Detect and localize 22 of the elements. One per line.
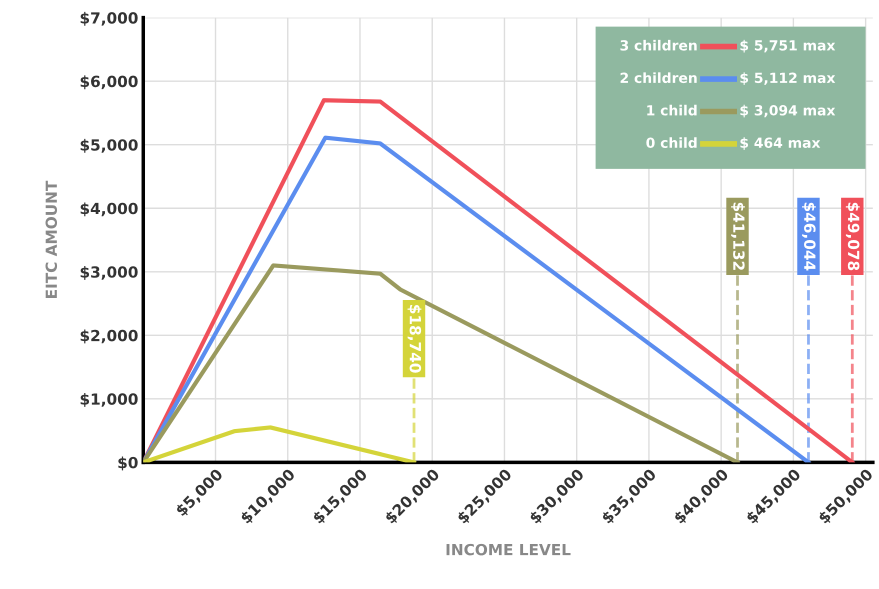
ref-line-label: $46,044 [802, 202, 816, 270]
legend-label: 2 children [620, 72, 697, 84]
annotation: $ 464 max [740, 137, 820, 150]
y-tick-label: $2,000 [80, 330, 138, 344]
ref-line-label: $49,078 [846, 202, 860, 270]
y-tick-label: $0 [118, 456, 138, 470]
legend-label: 3 children [620, 40, 697, 51]
ref-line-label: $18,740 [408, 305, 422, 373]
legend-label: 0 child [646, 137, 697, 148]
annotation: $ 5,112 max [740, 72, 836, 85]
y-tick-label: $7,000 [80, 12, 138, 26]
annotation: $ 5,751 max [740, 40, 836, 52]
y-tick-label: $3,000 [80, 266, 138, 280]
ref-line-label: $41,132 [731, 202, 745, 270]
annotation: $ 3,094 max [740, 104, 836, 118]
y-tick-label: $4,000 [80, 202, 138, 216]
legend-label: 1 child [647, 104, 697, 116]
y-tick-label: $1,000 [80, 393, 138, 407]
y-axis-title: EITC AMOUNT [46, 180, 58, 298]
x-axis-title: INCOME LEVEL [446, 544, 571, 556]
y-tick-label: $5,000 [80, 138, 138, 153]
y-tick-label: $6,000 [80, 75, 138, 90]
